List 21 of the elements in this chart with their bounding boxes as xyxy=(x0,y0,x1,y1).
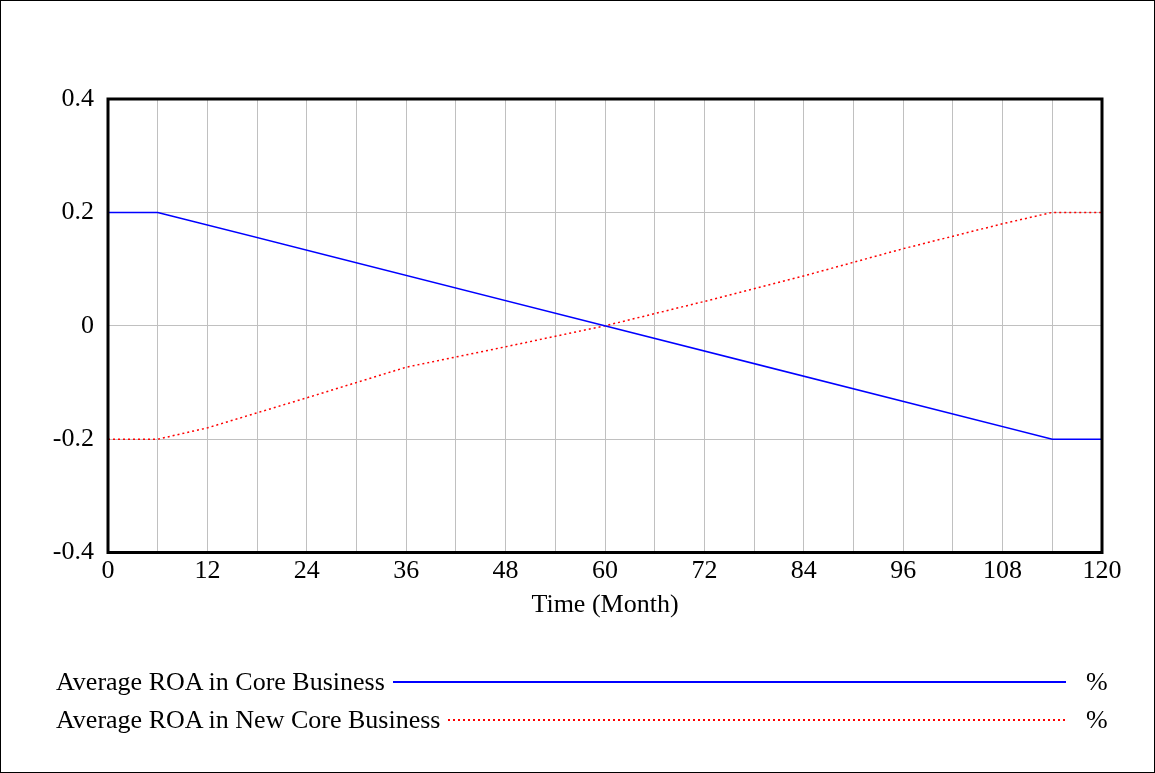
y-tick-label: 0 xyxy=(81,309,94,339)
x-tick-label: 0 xyxy=(101,555,115,585)
x-tick-label: 12 xyxy=(194,555,221,585)
x-tick-label: 120 xyxy=(1082,555,1122,585)
x-tick-label: 84 xyxy=(790,555,817,585)
legend-label: Average ROA in Core Business xyxy=(56,667,385,697)
legend-label: Average ROA in New Core Business xyxy=(56,705,441,735)
x-tick-label: 72 xyxy=(691,555,718,585)
x-tick-label: 48 xyxy=(492,555,519,585)
x-tick-label: 108 xyxy=(983,555,1023,585)
y-tick-label: -0.2 xyxy=(52,423,94,453)
text: % xyxy=(1086,667,1109,697)
y-tick-label: -0.4 xyxy=(52,536,94,566)
text: % xyxy=(1086,705,1109,735)
x-tick-label: 60 xyxy=(592,555,618,585)
y-tick-label: 0.2 xyxy=(61,196,94,226)
x-tick-label: 96 xyxy=(890,555,917,585)
x-tick-label: 36 xyxy=(393,555,420,585)
x-tick-label: 24 xyxy=(293,555,320,585)
x-axis-title: Time (Month) xyxy=(531,589,679,619)
y-tick-label: 0.4 xyxy=(61,82,94,112)
